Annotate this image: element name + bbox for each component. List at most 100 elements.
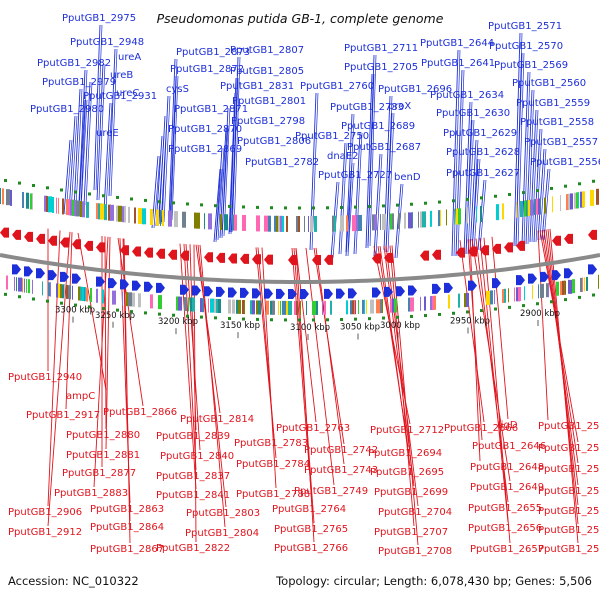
gene-block [62, 198, 64, 215]
gene-block [362, 299, 365, 314]
gene-block [28, 279, 30, 294]
connector-line [217, 147, 225, 241]
gene-block [18, 277, 22, 292]
gene-block [80, 201, 82, 218]
marker-dot [354, 205, 357, 209]
connector-line [117, 237, 144, 407]
gene-block [274, 215, 277, 232]
gene-block [86, 287, 88, 302]
connector-line [529, 109, 537, 243]
connector-line [479, 179, 487, 251]
gene-block [196, 212, 200, 229]
gene-block [358, 214, 362, 231]
gene-label-pputgb1-2867: PputGB1_2867 [90, 544, 164, 555]
marker-dot [270, 206, 273, 210]
connector-line [459, 240, 485, 423]
marker-dot [340, 206, 343, 210]
connector-line [47, 231, 71, 527]
forward-gene-arrow [144, 281, 153, 292]
forward-gene-arrow [24, 266, 33, 277]
accession-text: Accession: NC_010322 [8, 574, 139, 588]
gene-label-pputgb1-2585: PputGB1_2585 [538, 421, 600, 432]
marker-dot [494, 307, 497, 311]
gene-block [66, 199, 69, 216]
marker-dot [60, 301, 63, 305]
gene-block [312, 300, 316, 315]
gene-block [32, 193, 33, 210]
gene-block [0, 188, 1, 205]
marker-dot [550, 300, 553, 304]
gene-block [2, 188, 4, 205]
marker-dot [172, 201, 175, 205]
forward-gene-arrow [468, 280, 477, 291]
connector-line [83, 81, 91, 206]
gene-label-pputgb1-2707: PputGB1_2707 [374, 527, 448, 538]
gene-label-pputgb1-2704: PputGB1_2704 [378, 507, 452, 518]
marker-dot [46, 186, 49, 190]
gene-block [572, 279, 575, 294]
gene-block [188, 297, 189, 312]
kbp-tick-label: 3150 kbp [220, 321, 260, 331]
gene-label-pputgb1-2871: PputGB1_2871 [174, 104, 248, 115]
gene-label-pputgb1-2805: PputGB1_2805 [230, 66, 304, 77]
connector-line [183, 243, 197, 471]
gene-label-pputgb1-2873: PputGB1_2873 [176, 47, 250, 58]
gene-block [126, 292, 128, 307]
connector-line [375, 153, 383, 257]
gene-label-dnae2: dnaE2 [327, 151, 359, 162]
gene-label-pputgb1-2763: PputGB1_2763 [276, 423, 350, 434]
marker-dot [116, 195, 119, 199]
gene-label-pputgb1-2742: PputGB1_2742 [304, 445, 378, 456]
connector-line [153, 155, 161, 229]
marker-dot [480, 309, 483, 313]
gene-block [516, 201, 517, 218]
gene-label-pputgb1-2917: PputGB1_2917 [26, 410, 100, 421]
connector-line [340, 142, 348, 255]
gene-label-pputgb1-2784: PputGB1_2784 [236, 459, 310, 470]
connector-line [543, 168, 551, 241]
gene-label-pputgb1-2593: PputGB1_2593 [538, 506, 600, 517]
gene-block [22, 278, 23, 293]
gene-label-pputgb1-2571: PputGB1_2571 [488, 21, 562, 32]
marker-dot [256, 205, 259, 209]
connector-line [537, 230, 549, 421]
marker-dot [536, 189, 539, 193]
connector-line [47, 230, 61, 507]
genome-summary-text: Topology: circular; Length: 6,078,430 bp… [275, 574, 592, 588]
forward-gene-arrow [432, 283, 441, 294]
marker-dot [4, 179, 7, 183]
gene-block [582, 191, 585, 208]
gene-label-pputgb1-2822: PputGB1_2822 [156, 543, 230, 554]
gene-block [496, 204, 499, 221]
gene-block [412, 212, 413, 229]
connector-line [93, 24, 101, 191]
marker-dot [508, 192, 511, 196]
gene-block [586, 276, 588, 291]
gene-block [552, 196, 553, 213]
gene-block [104, 204, 107, 221]
gene-block [60, 284, 62, 299]
gene-label-pputgb1-2803: PputGB1_2803 [186, 508, 260, 519]
connector-line [483, 237, 511, 544]
gene-label-pputgb1-2837: PputGB1_2837 [156, 471, 230, 482]
gene-block [546, 283, 549, 298]
marker-dot [298, 206, 301, 210]
gene-block [330, 300, 332, 315]
forward-gene-arrow [72, 273, 81, 284]
gene-block [10, 189, 12, 206]
gene-block [540, 198, 541, 215]
gene-block [26, 278, 27, 293]
reverse-gene-arrow [84, 240, 93, 251]
gene-label-pputgb1-2627: PputGB1_2627 [446, 168, 520, 179]
connector-line [73, 88, 81, 209]
connector-line [110, 48, 118, 197]
gene-block [234, 214, 237, 231]
connector-line [295, 247, 317, 423]
gene-block [446, 209, 447, 226]
gene-label-pputgb1-2559: PputGB1_2559 [516, 98, 590, 109]
forward-gene-arrow [216, 286, 225, 297]
gene-label-pputgb1-2980: PputGB1_2980 [30, 104, 104, 115]
gene-block [408, 212, 412, 229]
gene-label-pputgb1-2743: PputGB1_2743 [304, 465, 378, 476]
gene-block [32, 279, 33, 294]
